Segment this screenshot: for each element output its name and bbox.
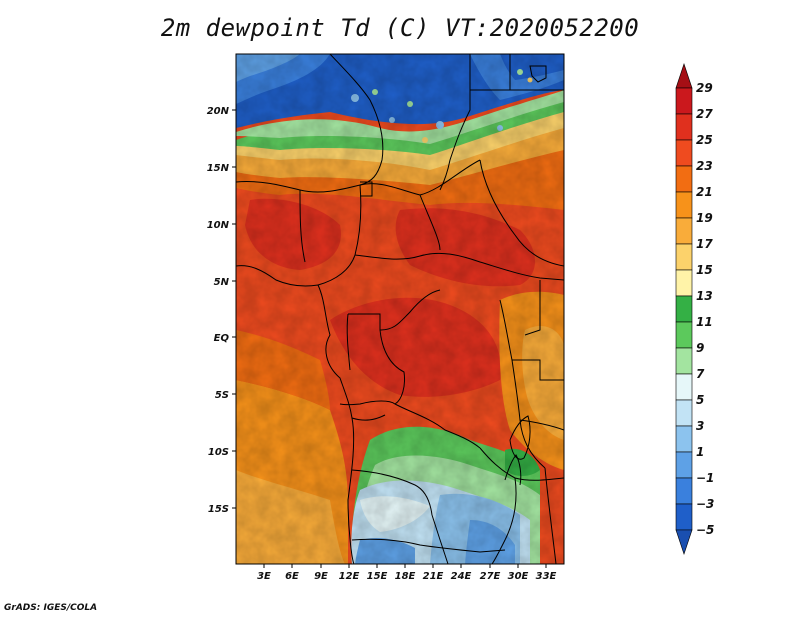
country-borders [236,54,564,564]
colorbar-box [675,165,693,193]
colorbar-box [675,321,693,349]
latitude-axis: 20N 15N 10N 5N EQ 5S 10S 15S [207,106,236,515]
colorbar-box [675,269,693,297]
colorbar-box [675,217,693,245]
lat-label-15n: 15N [207,163,230,174]
colorbar-label-15: 15 [696,263,713,277]
grads-credit: GrADS: IGES/COLA [4,603,98,613]
colorbar-label-3: 3 [696,419,704,433]
colorbar-box [675,243,693,271]
colorbar-label-7: 7 [696,367,705,381]
colorbar-label-21: 21 [696,185,713,199]
colorbar-box [675,87,693,115]
colorbar-label-25: 25 [696,133,713,147]
colorbar-box [675,139,693,167]
map-frame [235,53,565,565]
lon-label-30e: 30E [508,571,529,582]
colorbar-box [675,399,693,427]
lon-label-9e: 9E [314,571,328,582]
colorbar-label-11: 11 [696,315,713,329]
lon-label-21e: 21E [423,571,444,582]
colorbar-label-9: 9 [696,341,704,355]
colorbar-box [675,529,693,555]
colorbar-label-minus-3: −3 [696,497,714,511]
lat-label-10s: 10S [208,447,229,458]
lon-label-12e: 12E [339,571,360,582]
colorbar-box [675,477,693,505]
lon-label-3e: 3E [257,571,271,582]
colorbar-box [675,503,693,531]
lat-label-20n: 20N [207,106,230,117]
map-title: 2m dewpoint Td (C) VT:2020052200 [160,14,640,42]
colorbar-box [675,347,693,375]
colorbar-labels: 29 27 25 23 21 19 17 15 13 11 9 7 5 3 1 … [696,81,714,537]
lat-label-10n: 10N [207,220,230,231]
lon-label-33e: 33E [536,571,557,582]
lon-label-15e: 15E [367,571,388,582]
colorbar-box [675,63,693,89]
colorbar-box [675,191,693,219]
colorbar-label-minus-5: −5 [696,523,714,537]
dewpoint-field [236,54,564,564]
colorbar-box [675,451,693,479]
lat-label-15s: 15S [208,504,229,515]
colorbar-boxes [675,63,693,555]
colorbar-label-minus-1: −1 [696,471,714,485]
colorbar-label-19: 19 [696,211,713,225]
colorbar-box [675,373,693,401]
colorbar-label-1: 1 [696,445,704,459]
lon-label-18e: 18E [395,571,416,582]
colorbar-label-13: 13 [696,289,713,303]
lat-label-eq: EQ [214,333,230,344]
lon-label-6e: 6E [285,571,299,582]
colorbar-box [675,425,693,453]
lat-label-5s: 5S [215,390,229,401]
colorbar-label-23: 23 [696,159,713,173]
colorbar: 29 27 25 23 21 19 17 15 13 11 9 7 5 3 1 … [675,63,714,555]
lon-label-27e: 27E [480,571,501,582]
colorbar-label-17: 17 [696,237,713,251]
colorbar-box [675,113,693,141]
lat-label-5n: 5N [214,277,230,288]
longitude-axis: 3E 6E 9E 12E 15E 18E 21E 24E 27E 30E 33E [257,564,557,582]
colorbar-box [675,295,693,323]
lon-label-24e: 24E [451,571,472,582]
colorbar-label-29: 29 [696,81,713,95]
colorbar-label-5: 5 [696,393,704,407]
colorbar-label-27: 27 [696,107,713,121]
